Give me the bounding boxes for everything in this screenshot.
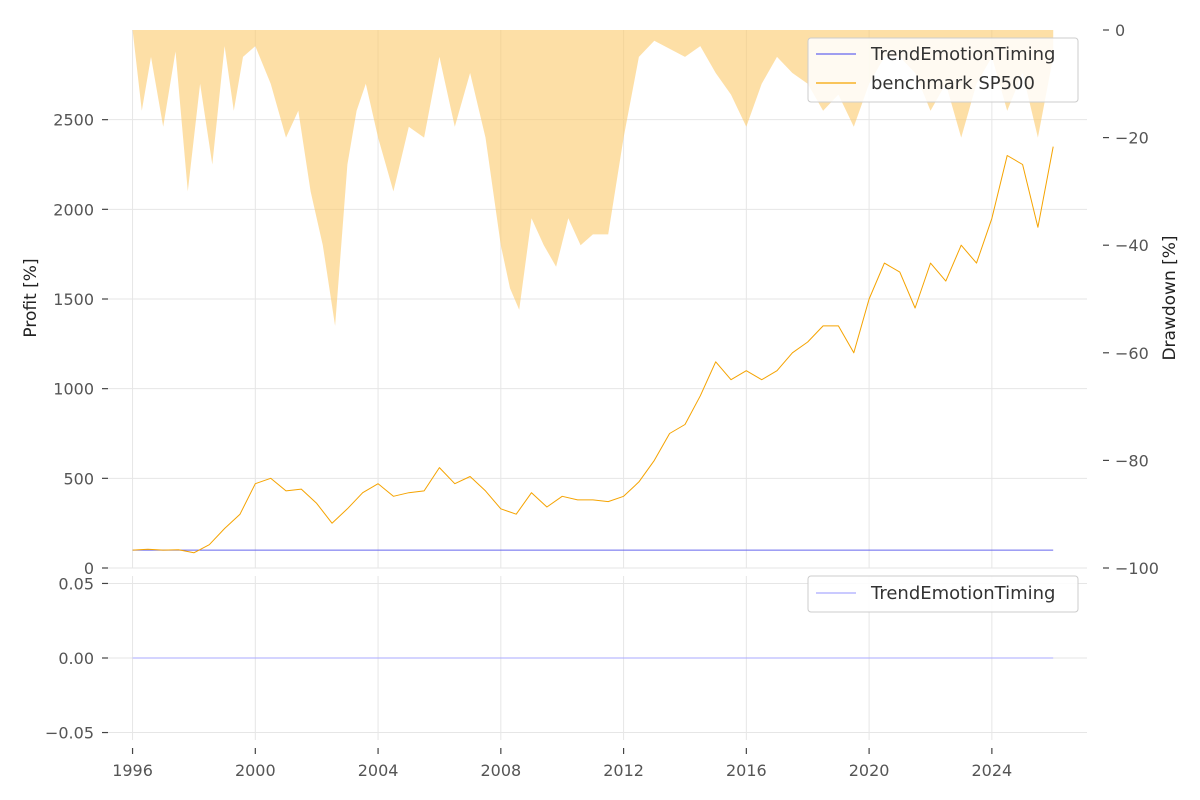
main-right-tick-label--100: −100: [1115, 559, 1159, 578]
series-line-benchmark-sp500: [132, 146, 1054, 554]
x-tick-label-2004: 2004: [358, 761, 399, 780]
x-tick-label-2000: 2000: [235, 761, 276, 780]
bottom-panel: 0.05 0.00 −0.05 1996 2000 2004 2008 2012 2016 20…: [45, 574, 1087, 780]
bottom-left-tick-label-1: 0.00: [58, 649, 94, 668]
legend-label-benchmark: benchmark SP500: [871, 73, 1035, 94]
main-right-tick-label--40: −40: [1115, 236, 1149, 255]
main-legend-box: [807, 37, 1079, 103]
x-tick-label-1996: 1996: [112, 761, 153, 780]
drawdown-area-group: [132, 30, 1054, 326]
main-legend: TrendEmotionTiming benchmark SP500: [807, 37, 1079, 103]
x-tick-label-2008: 2008: [480, 761, 521, 780]
y-axis-title-drawdown: Drawdown [%]: [1160, 235, 1180, 360]
main-left-tick-label-2500: 2500: [53, 111, 94, 130]
main-left-tick-label-500: 500: [63, 469, 94, 488]
main-right-tick-label-0: 0: [1115, 21, 1125, 40]
x-tick-label-2024: 2024: [972, 761, 1013, 780]
drawdown-area: [132, 30, 1054, 326]
bottom-left-tick-label-0: 0.05: [58, 574, 94, 593]
main-left-tick-label-1000: 1000: [53, 380, 94, 399]
main-left-ticks: 0 500 1000 1500 2000 2500: [53, 111, 108, 578]
main-left-tick-label-1500: 1500: [53, 290, 94, 309]
bottom-legend: TrendEmotionTiming: [807, 575, 1079, 613]
bottom-legend-box: [807, 575, 1079, 613]
main-series-group: [132, 146, 1054, 554]
main-right-tick-label--80: −80: [1115, 451, 1149, 470]
y-axis-title-profit: Profit [%]: [21, 258, 41, 337]
bottom-left-ticks: 0.05 0.00 −0.05: [45, 574, 108, 743]
main-left-tick-label-0: 0: [84, 559, 94, 578]
x-axis-ticks: 1996 2000 2004 2008 2012 2016 2020 2024: [112, 748, 1012, 780]
main-right-ticks: 0 −20 −40 −60 −80 −100: [1103, 21, 1159, 578]
x-tick-label-2020: 2020: [849, 761, 890, 780]
main-right-tick-label--20: −20: [1115, 129, 1149, 148]
main-left-tick-label-2000: 2000: [53, 200, 94, 219]
legend-label-bottom-trendemotiontiming: TrendEmotionTiming: [870, 583, 1055, 604]
legend-label-trendemotiontiming: TrendEmotionTiming: [870, 44, 1055, 65]
x-tick-label-2016: 2016: [726, 761, 767, 780]
x-tick-label-2012: 2012: [603, 761, 644, 780]
bottom-left-tick-label-2: −0.05: [45, 724, 94, 743]
main-right-tick-label--60: −60: [1115, 344, 1149, 363]
main-panel: 0 500 1000 1500 2000 2500 0 −20 −40 −60 −80 −100 P…: [21, 21, 1180, 578]
